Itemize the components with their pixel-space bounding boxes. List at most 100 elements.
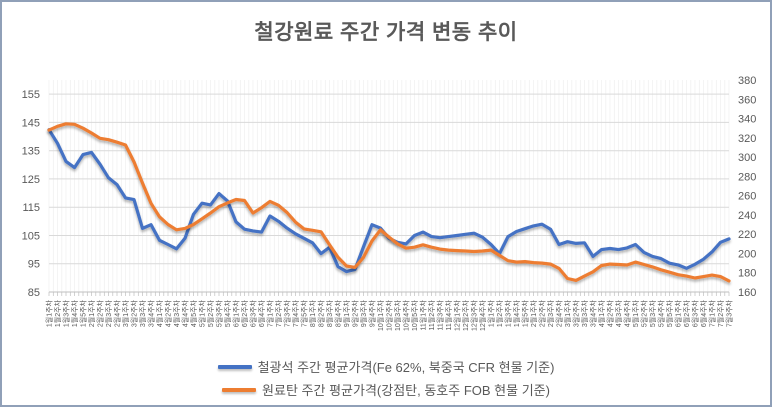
x-axis-category-label: 7월3주차 — [725, 299, 734, 327]
x-axis-category-label: 10월3주차 — [393, 299, 402, 331]
x-axis-category-label: 1월4주차 — [512, 299, 521, 327]
x-axis-category-label: 4월1주차 — [597, 299, 606, 327]
right-axis-tick-label: 200 — [738, 249, 756, 261]
x-axis-category-label: 5월2주차 — [206, 299, 215, 327]
series-group — [47, 122, 731, 283]
x-axis-category-label: 3월2주차 — [572, 299, 581, 327]
right-axis-tick-label: 260 — [738, 191, 756, 203]
x-axis-category-label: 2월3주차 — [546, 299, 555, 327]
legend: 철광석 주간 평균가격(Fe 62%, 북중국 CFR 현물 기준) 원료탄 주… — [2, 357, 770, 399]
x-axis-category-label: 1월1주차 — [45, 299, 54, 327]
axis-labels-group: 155 145 135 125 115 105 95 85 380 360 340 320 300 280… — [22, 75, 757, 331]
x-axis-category-label: 10월1주차 — [376, 299, 385, 331]
x-axis-category-label: 2월3주차 — [104, 299, 113, 327]
right-axis-tick-label: 240 — [738, 210, 756, 222]
x-axis-category-label: 8월4주차 — [334, 299, 343, 327]
x-axis-category-label: 7월1주차 — [266, 299, 275, 327]
x-axis-category-label: 4월2주차 — [164, 299, 173, 327]
right-axis-tick-label: 320 — [738, 133, 756, 145]
x-axis-category-label: 12월3주차 — [470, 299, 479, 331]
series-swatch-orange — [222, 387, 257, 392]
x-axis-category-label: 3월4주차 — [589, 299, 598, 327]
x-axis-category-label: 3월2주차 — [130, 299, 139, 327]
x-axis-category-label: 3월1주차 — [563, 299, 572, 327]
legend-item-coking-coal[interactable]: 원료탄 주간 평균가격(강점탄, 동호주 FOB 현물 기준) — [222, 380, 550, 399]
right-axis-tick-label: 340 — [738, 114, 756, 126]
left-axis-tick-label: 95 — [28, 259, 40, 271]
axes-group — [48, 291, 730, 296]
x-axis-category-label: 5월3주차 — [648, 299, 657, 327]
x-axis-category-label: 1월3주차 — [62, 299, 71, 327]
x-axis-category-label: 10월4주차 — [402, 299, 411, 331]
x-axis-category-label: 8월3주차 — [325, 299, 334, 327]
x-axis-category-label: 2월2주차 — [96, 299, 105, 327]
x-axis-category-label: 3월3주차 — [138, 299, 147, 327]
legend-item-iron-ore[interactable]: 철광석 주간 평균가격(Fe 62%, 북중국 CFR 현물 기준) — [217, 357, 554, 376]
left-axis-tick-label: 155 — [22, 89, 40, 101]
x-axis-category-label: 7월4주차 — [291, 299, 300, 327]
right-axis-tick-label: 220 — [738, 229, 756, 241]
x-axis-category-label: 9월1주차 — [342, 299, 351, 327]
x-axis-category-label: 12월1주차 — [453, 299, 462, 331]
x-axis-category-label: 11월2주차 — [427, 299, 436, 330]
x-axis-category-label: 5월2주차 — [640, 299, 649, 327]
series-swatch-blue — [217, 364, 252, 369]
x-axis-category-label: 10월5주차 — [410, 299, 419, 331]
vertical-gridlines — [48, 80, 730, 292]
x-axis-category-label: 7월2주차 — [274, 299, 283, 327]
x-axis-category-label: 6월4주차 — [699, 299, 708, 327]
gridlines-group — [48, 80, 730, 293]
left-axis-tick-label: 135 — [22, 146, 40, 158]
x-axis-category-label: 11월4주차 — [444, 299, 453, 330]
x-axis-category-label: 3월4주차 — [147, 299, 156, 327]
left-axis-tick-label: 105 — [22, 231, 40, 243]
x-axis-category-label: 6월1주차 — [674, 299, 683, 327]
x-axis-category-label: 8월1주차 — [308, 299, 317, 327]
x-axis-category-label: 5월3주차 — [215, 299, 224, 327]
x-axis-category-label: 2월1주차 — [529, 299, 538, 327]
x-axis-category-label: 2월2주차 — [538, 299, 547, 327]
x-axis-category-label: 5월4주차 — [223, 299, 232, 327]
legend-label-coking-coal: 원료탄 주간 평균가격(강점탄, 동호주 FOB 현물 기준) — [262, 383, 550, 398]
x-axis-category-label: 5월1주차 — [198, 299, 207, 327]
x-axis-category-label: 4월4주차 — [623, 299, 632, 327]
right-axis-tick-label: 160 — [738, 287, 756, 299]
x-axis-category-label: 6월1주차 — [232, 299, 241, 327]
x-axis-category-label: 4월3주차 — [172, 299, 181, 327]
x-axis-category-label: 1월3주차 — [504, 299, 513, 327]
left-axis-tick-label: 115 — [22, 202, 40, 214]
x-axis-category-label: 3월1주차 — [121, 299, 130, 327]
x-axis-category-label: 1월5주차 — [79, 299, 88, 327]
right-axis-tick-label: 380 — [738, 75, 756, 87]
x-axis-category-label: 9월3주차 — [359, 299, 368, 327]
x-axis-category-label: 7월2주차 — [716, 299, 725, 327]
x-axis-category-label: 4월3주차 — [614, 299, 623, 327]
x-axis-category-label: 11월3주차 — [436, 299, 445, 330]
x-axis-category-label: 4월2주차 — [606, 299, 615, 327]
x-axis-category-label: 3월3주차 — [580, 299, 589, 327]
x-axis-category-label: 6월4주차 — [257, 299, 266, 327]
x-axis-category-label: 5월5주차 — [665, 299, 674, 327]
x-axis-category-label: 4월4주차 — [181, 299, 190, 327]
right-axis-tick-label: 280 — [738, 171, 756, 183]
x-axis-category-label: 4월1주차 — [155, 299, 164, 327]
x-axis-category-label: 1월5주차 — [521, 299, 530, 327]
x-axis-category-label: 5월4주차 — [657, 299, 666, 327]
x-axis-category-label: 5월1주차 — [631, 299, 640, 327]
x-axis-category-label: 1월2주차 — [53, 299, 62, 327]
x-axis-category-label: 7월5주차 — [300, 299, 309, 327]
x-axis-category-label: 7월1주차 — [708, 299, 717, 327]
left-axis-tick-label: 145 — [22, 117, 40, 129]
x-axis-category-label: 1월2주차 — [495, 299, 504, 327]
x-axis-category-label: 2월1주차 — [87, 299, 96, 327]
x-axis-category-label: 7월3주차 — [283, 299, 292, 327]
series-line-coking-coal[interactable] — [47, 122, 731, 283]
x-axis-category-label: 12월4주차 — [478, 299, 487, 331]
x-axis-category-label: 6월3주차 — [249, 299, 258, 327]
left-axis-tick-label: 125 — [22, 174, 40, 186]
x-axis-category-label: 10월2주차 — [385, 299, 394, 331]
x-axis-category-label: 2월4주차 — [113, 299, 122, 327]
x-axis-category-label: 1월1주차 — [487, 299, 496, 327]
